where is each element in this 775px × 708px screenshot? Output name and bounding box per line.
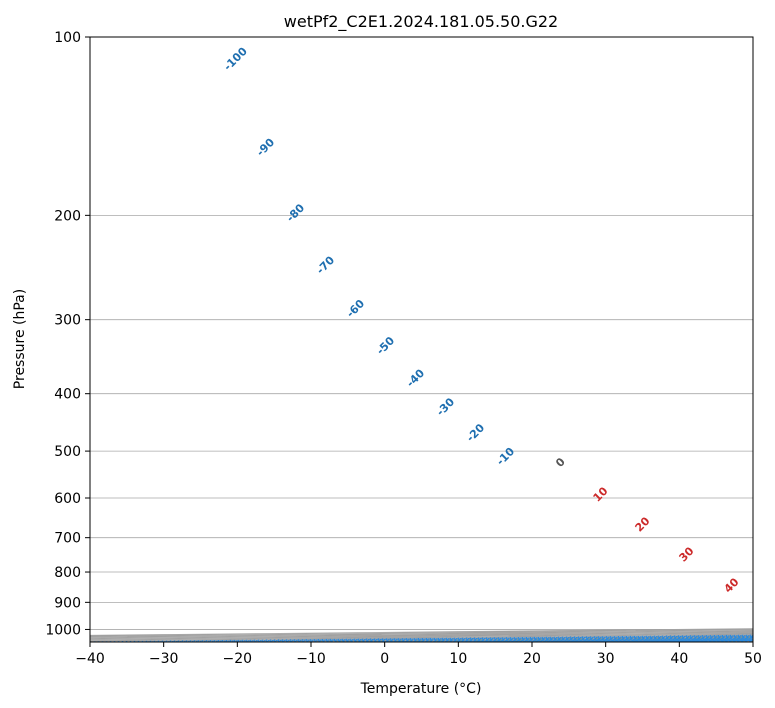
x-tick-label: −20	[223, 651, 253, 667]
x-axis-label: Temperature (°C)	[360, 681, 482, 697]
y-tick-label: 1000	[45, 622, 81, 638]
plot-frame	[89, 36, 754, 643]
chart-title: wetPf2_C2E1.2024.181.05.50.G22	[284, 12, 558, 32]
x-tick-label: 50	[744, 651, 762, 667]
x-tick-label: 20	[523, 651, 541, 667]
y-tick-label: 700	[54, 531, 81, 547]
y-tick-label: 900	[54, 595, 81, 611]
y-tick-label: 100	[54, 30, 81, 46]
y-axis-ticks: 100 200 300 400 500 600 700 800 900 1000	[45, 30, 90, 638]
x-tick-label: −40	[75, 651, 105, 667]
y-tick-label: 600	[54, 491, 81, 507]
x-tick-label: −10	[296, 651, 326, 667]
x-tick-label: −30	[149, 651, 179, 667]
x-tick-label: 0	[380, 651, 389, 667]
y-tick-label: 300	[54, 313, 81, 329]
x-tick-label: 10	[449, 651, 467, 667]
plot-background	[90, 37, 753, 642]
y-tick-label: 400	[54, 387, 81, 403]
y-tick-label: 800	[54, 565, 81, 581]
y-axis-label: Pressure (hPa)	[12, 289, 28, 389]
isotherm	[752, 641, 753, 642]
x-tick-label: 40	[670, 651, 688, 667]
x-tick-label: 30	[597, 651, 615, 667]
background-lines	[90, 37, 753, 642]
x-axis-ticks: −40 −30 −20 −10 0 10 20 30 40 50	[75, 642, 762, 667]
y-tick-label: 200	[54, 208, 81, 224]
y-tick-label: 500	[54, 444, 81, 460]
